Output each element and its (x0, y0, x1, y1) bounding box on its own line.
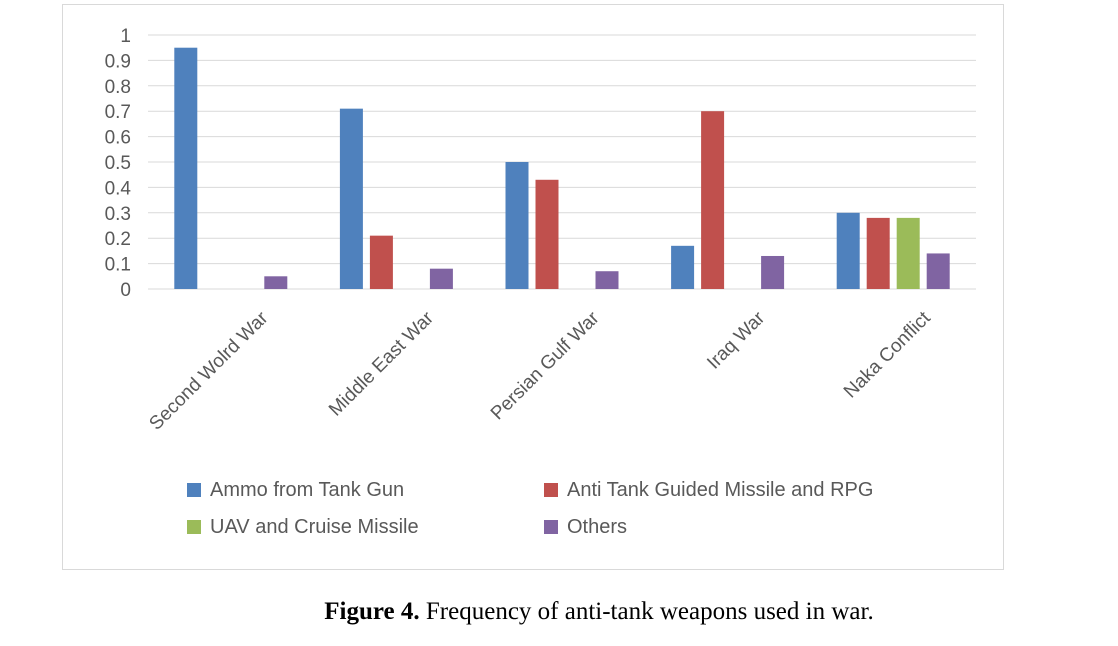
y-tick-label: 0.1 (105, 255, 131, 276)
bar (429, 268, 453, 289)
bar (339, 108, 363, 289)
bars (174, 47, 950, 290)
legend-label: Ammo from Tank Gun (210, 479, 404, 501)
chart-frame: 0 0.1 0.2 0.3 0.4 0.5 0.6 0.7 0.8 0.9 1 Second Wol… (62, 4, 1004, 570)
caption-label: Figure 4. (324, 598, 420, 625)
bar (535, 179, 559, 289)
figure-caption: Figure 4. Frequency of anti-tank weapons… (0, 598, 1118, 626)
category-labels: Second Wolrd War Middle East War Persian G… (145, 307, 935, 434)
legend-label: Anti Tank Guided Missile and RPG (567, 479, 873, 501)
y-tick-label: 0.8 (105, 77, 131, 98)
y-tick-label: 0.2 (105, 229, 131, 250)
bar (701, 111, 725, 289)
y-tick-label: 0.6 (105, 128, 131, 149)
legend-swatch (544, 520, 558, 534)
y-tick-label: 0 (120, 280, 131, 301)
y-tick-label: 0.5 (105, 153, 131, 174)
caption-text: Frequency of anti-tank weapons used in w… (419, 598, 874, 625)
bar (369, 235, 393, 289)
y-tick-label: 0.4 (105, 178, 132, 199)
bar (671, 245, 695, 289)
legend-swatch (544, 483, 558, 497)
bar (595, 271, 619, 289)
bar (264, 276, 288, 289)
bar-chart: 0 0.1 0.2 0.3 0.4 0.5 0.6 0.7 0.8 0.9 1 Second Wol… (105, 26, 976, 538)
x-category-label: Iraq War (703, 307, 769, 373)
bar (836, 212, 860, 289)
legend-swatch (187, 520, 201, 534)
gridlines (148, 34, 976, 290)
y-axis-ticks: 0 0.1 0.2 0.3 0.4 0.5 0.6 0.7 0.8 0.9 1 (105, 26, 132, 301)
x-category-label: Second Wolrd War (145, 307, 272, 434)
legend-label: UAV and Cruise Missile (210, 516, 419, 538)
y-tick-label: 0.7 (105, 102, 131, 123)
y-tick-label: 0.9 (105, 51, 131, 72)
bar (926, 253, 950, 289)
x-category-label: Persian Gulf War (487, 307, 604, 424)
bar (174, 47, 198, 290)
bar (505, 162, 529, 289)
bar (866, 217, 890, 289)
bar (896, 217, 920, 289)
x-category-label: Middle East War (325, 307, 438, 420)
x-category-label: Naka Conflict (840, 307, 935, 402)
bar (761, 255, 785, 289)
y-tick-label: 0.3 (105, 204, 131, 225)
legend-label: Others (567, 516, 627, 538)
y-tick-label: 1 (120, 26, 131, 47)
legend-swatch (187, 483, 201, 497)
legend: Ammo from Tank Gun Anti Tank Guided Missi… (187, 479, 873, 538)
